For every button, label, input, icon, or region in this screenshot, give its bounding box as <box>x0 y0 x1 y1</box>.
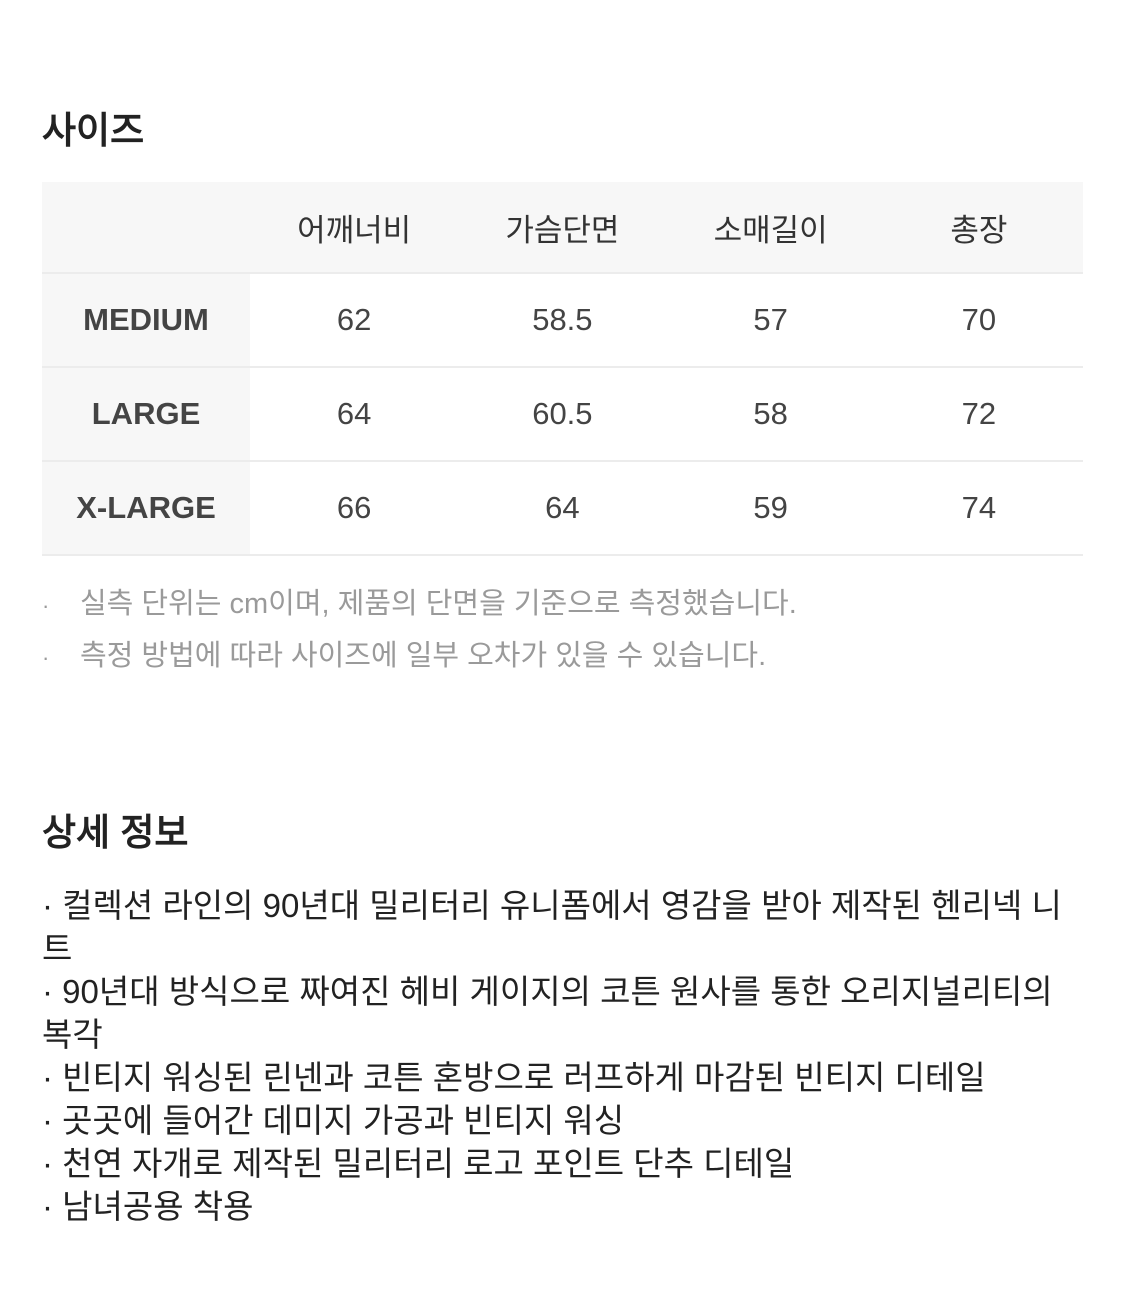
detail-item: · 빈티지 워싱된 린넨과 코튼 혼방으로 러프하게 마감된 빈티지 디테일 <box>42 1059 986 1096</box>
detail-item: · 컬렉션 라인의 90년대 밀리터리 유니폼에서 영감을 받아 제작된 헨리넥… <box>42 887 1062 967</box>
header-length: 총장 <box>874 182 1083 274</box>
measurement-cell: 70 <box>874 273 1083 368</box>
size-row: MEDIUM 62 58.5 57 70 <box>42 273 1083 368</box>
header-sleeve: 소매길이 <box>666 182 875 274</box>
note-text: 실측 단위는 cm이며, 제품의 단면을 기준으로 측정했습니다. <box>80 588 797 620</box>
measurement-cell: 58.5 <box>458 273 667 368</box>
bullet-icon: · <box>42 645 50 670</box>
detail-item: · 곳곳에 들어간 데미지 가공과 빈티지 워싱 <box>42 1102 625 1139</box>
measurement-cell: 60.5 <box>458 367 667 462</box>
header-shoulder: 어깨너비 <box>250 182 459 274</box>
size-notes: · 실측 단위는 cm이며, 제품의 단면을 기준으로 측정했습니다. · 측정 방… <box>42 582 797 686</box>
bullet-icon: · <box>42 593 50 618</box>
measurement-cell: 62 <box>250 273 459 368</box>
detail-section-title: 상세 정보 <box>42 812 189 853</box>
size-table-header: 어깨너비 가슴단면 소매길이 총장 <box>42 182 1083 274</box>
size-section-title: 사이즈 <box>42 110 145 151</box>
header-cell-empty <box>42 182 250 274</box>
detail-item: · 천연 자개로 제작된 밀리터리 로고 포인트 단추 디테일 <box>42 1145 795 1182</box>
measurement-cell: 64 <box>250 367 459 462</box>
note-text: 측정 방법에 따라 사이즈에 일부 오차가 있을 수 있습니다. <box>80 640 767 672</box>
note-item: · 실측 단위는 cm이며, 제품의 단면을 기준으로 측정했습니다. <box>42 582 797 634</box>
size-label: LARGE <box>42 367 250 462</box>
size-label: MEDIUM <box>42 273 250 368</box>
measurement-cell: 57 <box>666 273 875 368</box>
size-label: X-LARGE <box>42 461 250 556</box>
measurement-cell: 66 <box>250 461 459 556</box>
header-chest: 가슴단면 <box>458 182 667 274</box>
detail-item: · 남녀공용 착용 <box>42 1188 254 1225</box>
size-row: X-LARGE 66 64 59 74 <box>42 461 1083 556</box>
detail-list: · 컬렉션 라인의 90년대 밀리터리 유니폼에서 영감을 받아 제작된 헨리넥… <box>42 884 1072 1228</box>
note-item: · 측정 방법에 따라 사이즈에 일부 오차가 있을 수 있습니다. <box>42 634 797 686</box>
size-row: LARGE 64 60.5 58 72 <box>42 367 1083 462</box>
measurement-cell: 74 <box>874 461 1083 556</box>
size-table: 어깨너비 가슴단면 소매길이 총장 MEDIUM 62 58.5 57 70 LARGE 6… <box>42 182 1083 556</box>
detail-item: · 90년대 방식으로 짜여진 헤비 게이지의 코튼 원사를 통한 오리지널리티… <box>42 973 1053 1053</box>
measurement-cell: 72 <box>874 367 1083 462</box>
measurement-cell: 58 <box>666 367 875 462</box>
measurement-cell: 59 <box>666 461 875 556</box>
measurement-cell: 64 <box>458 461 667 556</box>
